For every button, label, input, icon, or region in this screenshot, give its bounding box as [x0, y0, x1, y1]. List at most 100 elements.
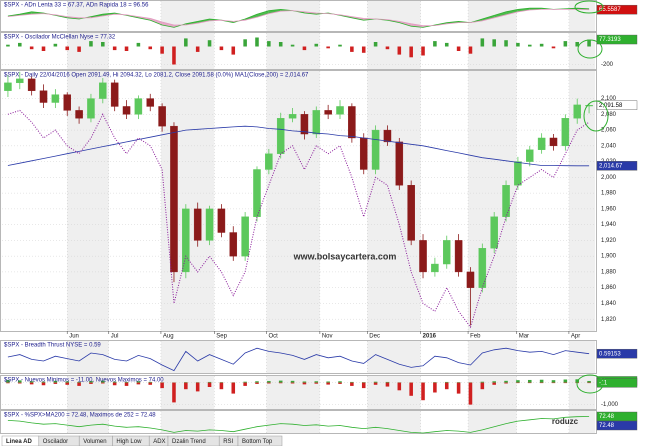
bar	[53, 43, 58, 47]
tab-label[interactable]: Oscilador	[43, 439, 68, 445]
candle-body	[466, 271, 475, 288]
bar	[516, 382, 520, 384]
bar	[492, 382, 496, 385]
bar	[551, 380, 556, 383]
bar	[456, 382, 461, 383]
bar	[563, 382, 568, 384]
candle-body	[561, 118, 570, 147]
bar	[101, 42, 105, 47]
bar	[326, 382, 330, 385]
panel-title: $SPX - Oscilador McClellan Nyse = 77.32	[4, 35, 116, 41]
bar	[302, 381, 307, 383]
candle-body	[205, 208, 214, 241]
bar	[255, 382, 259, 384]
bar	[290, 44, 295, 47]
candle-body	[348, 106, 356, 139]
spread-area	[482, 15, 495, 21]
candle-body	[288, 114, 297, 119]
bar	[326, 381, 330, 383]
tab-label[interactable]: RSI	[223, 439, 233, 445]
bar	[124, 381, 129, 383]
candle-body	[4, 82, 12, 91]
bar	[468, 46, 473, 54]
tab[interactable]	[237, 435, 283, 446]
month-band	[568, 341, 595, 373]
candle-body	[585, 105, 593, 107]
bar	[433, 382, 437, 393]
spread-area	[506, 9, 518, 15]
bar	[112, 46, 117, 51]
bar	[326, 46, 330, 49]
month-band	[468, 33, 517, 69]
y-tick-label: 1,840	[601, 301, 617, 307]
month-band	[67, 411, 109, 433]
tab-label[interactable]: High Low	[116, 439, 142, 445]
month-band	[160, 411, 215, 433]
tab-label[interactable]: Dzalin Trend	[172, 439, 206, 445]
month-band	[266, 341, 320, 373]
bar	[551, 46, 556, 49]
bar	[587, 382, 591, 384]
bar	[480, 382, 485, 390]
series-line	[7, 109, 590, 329]
x-tick-label: Feb	[470, 334, 481, 340]
bar	[314, 43, 319, 47]
spread-area	[256, 10, 269, 18]
bar	[195, 382, 200, 392]
bar	[480, 381, 485, 383]
tab-label[interactable]: Bottom Top	[242, 439, 273, 445]
bar	[527, 44, 532, 47]
candle-body	[526, 149, 534, 162]
bar	[18, 382, 22, 384]
bar	[41, 382, 46, 386]
bar	[6, 44, 10, 47]
month-band	[266, 71, 320, 331]
candle-body	[537, 137, 546, 150]
candle-body	[99, 82, 107, 99]
bar	[89, 41, 93, 47]
bar	[195, 46, 200, 52]
spread-area	[197, 19, 210, 24]
month-band	[67, 341, 109, 373]
candle-body	[75, 110, 83, 119]
candle-body	[549, 137, 558, 147]
bar	[385, 46, 390, 50]
bar	[148, 46, 153, 50]
bar	[184, 382, 188, 390]
bar	[433, 382, 437, 383]
panel-title: $SPX - Breadth Thrust NYSE = 0.59	[4, 343, 101, 349]
month-band	[568, 33, 595, 69]
bar	[314, 382, 319, 384]
x-tick-label: Oct	[268, 334, 278, 340]
bar	[444, 42, 449, 47]
candle-body	[324, 110, 332, 115]
bar	[373, 382, 378, 385]
bar	[65, 381, 70, 383]
bar	[361, 382, 366, 389]
bar	[539, 43, 544, 47]
value-badge-label: 2,014.67	[599, 163, 623, 169]
candle-body	[502, 185, 510, 217]
tab-label[interactable]: Volumen	[83, 439, 106, 445]
bar	[136, 381, 141, 383]
x-tick-label: Mar	[519, 334, 529, 340]
bar	[101, 380, 105, 383]
candle-body	[217, 208, 226, 233]
candle-body	[110, 82, 119, 107]
bar	[527, 382, 532, 384]
tab-label[interactable]: ADX	[153, 439, 165, 445]
y-tick-label: -200	[601, 62, 614, 68]
candle-body	[51, 94, 60, 103]
month-band	[468, 341, 517, 373]
month-band	[568, 71, 595, 331]
bar	[184, 38, 188, 47]
value-badge-label: 77.3193	[599, 37, 621, 43]
bar	[338, 381, 342, 383]
tab-label[interactable]: Linea AD	[6, 439, 32, 445]
bar	[243, 39, 247, 47]
candle-body	[312, 110, 321, 135]
y-tick-label: 1,980	[601, 191, 617, 197]
y-tick-label: 2,060	[601, 128, 617, 134]
series-line	[7, 125, 590, 167]
value-badge	[596, 378, 638, 388]
